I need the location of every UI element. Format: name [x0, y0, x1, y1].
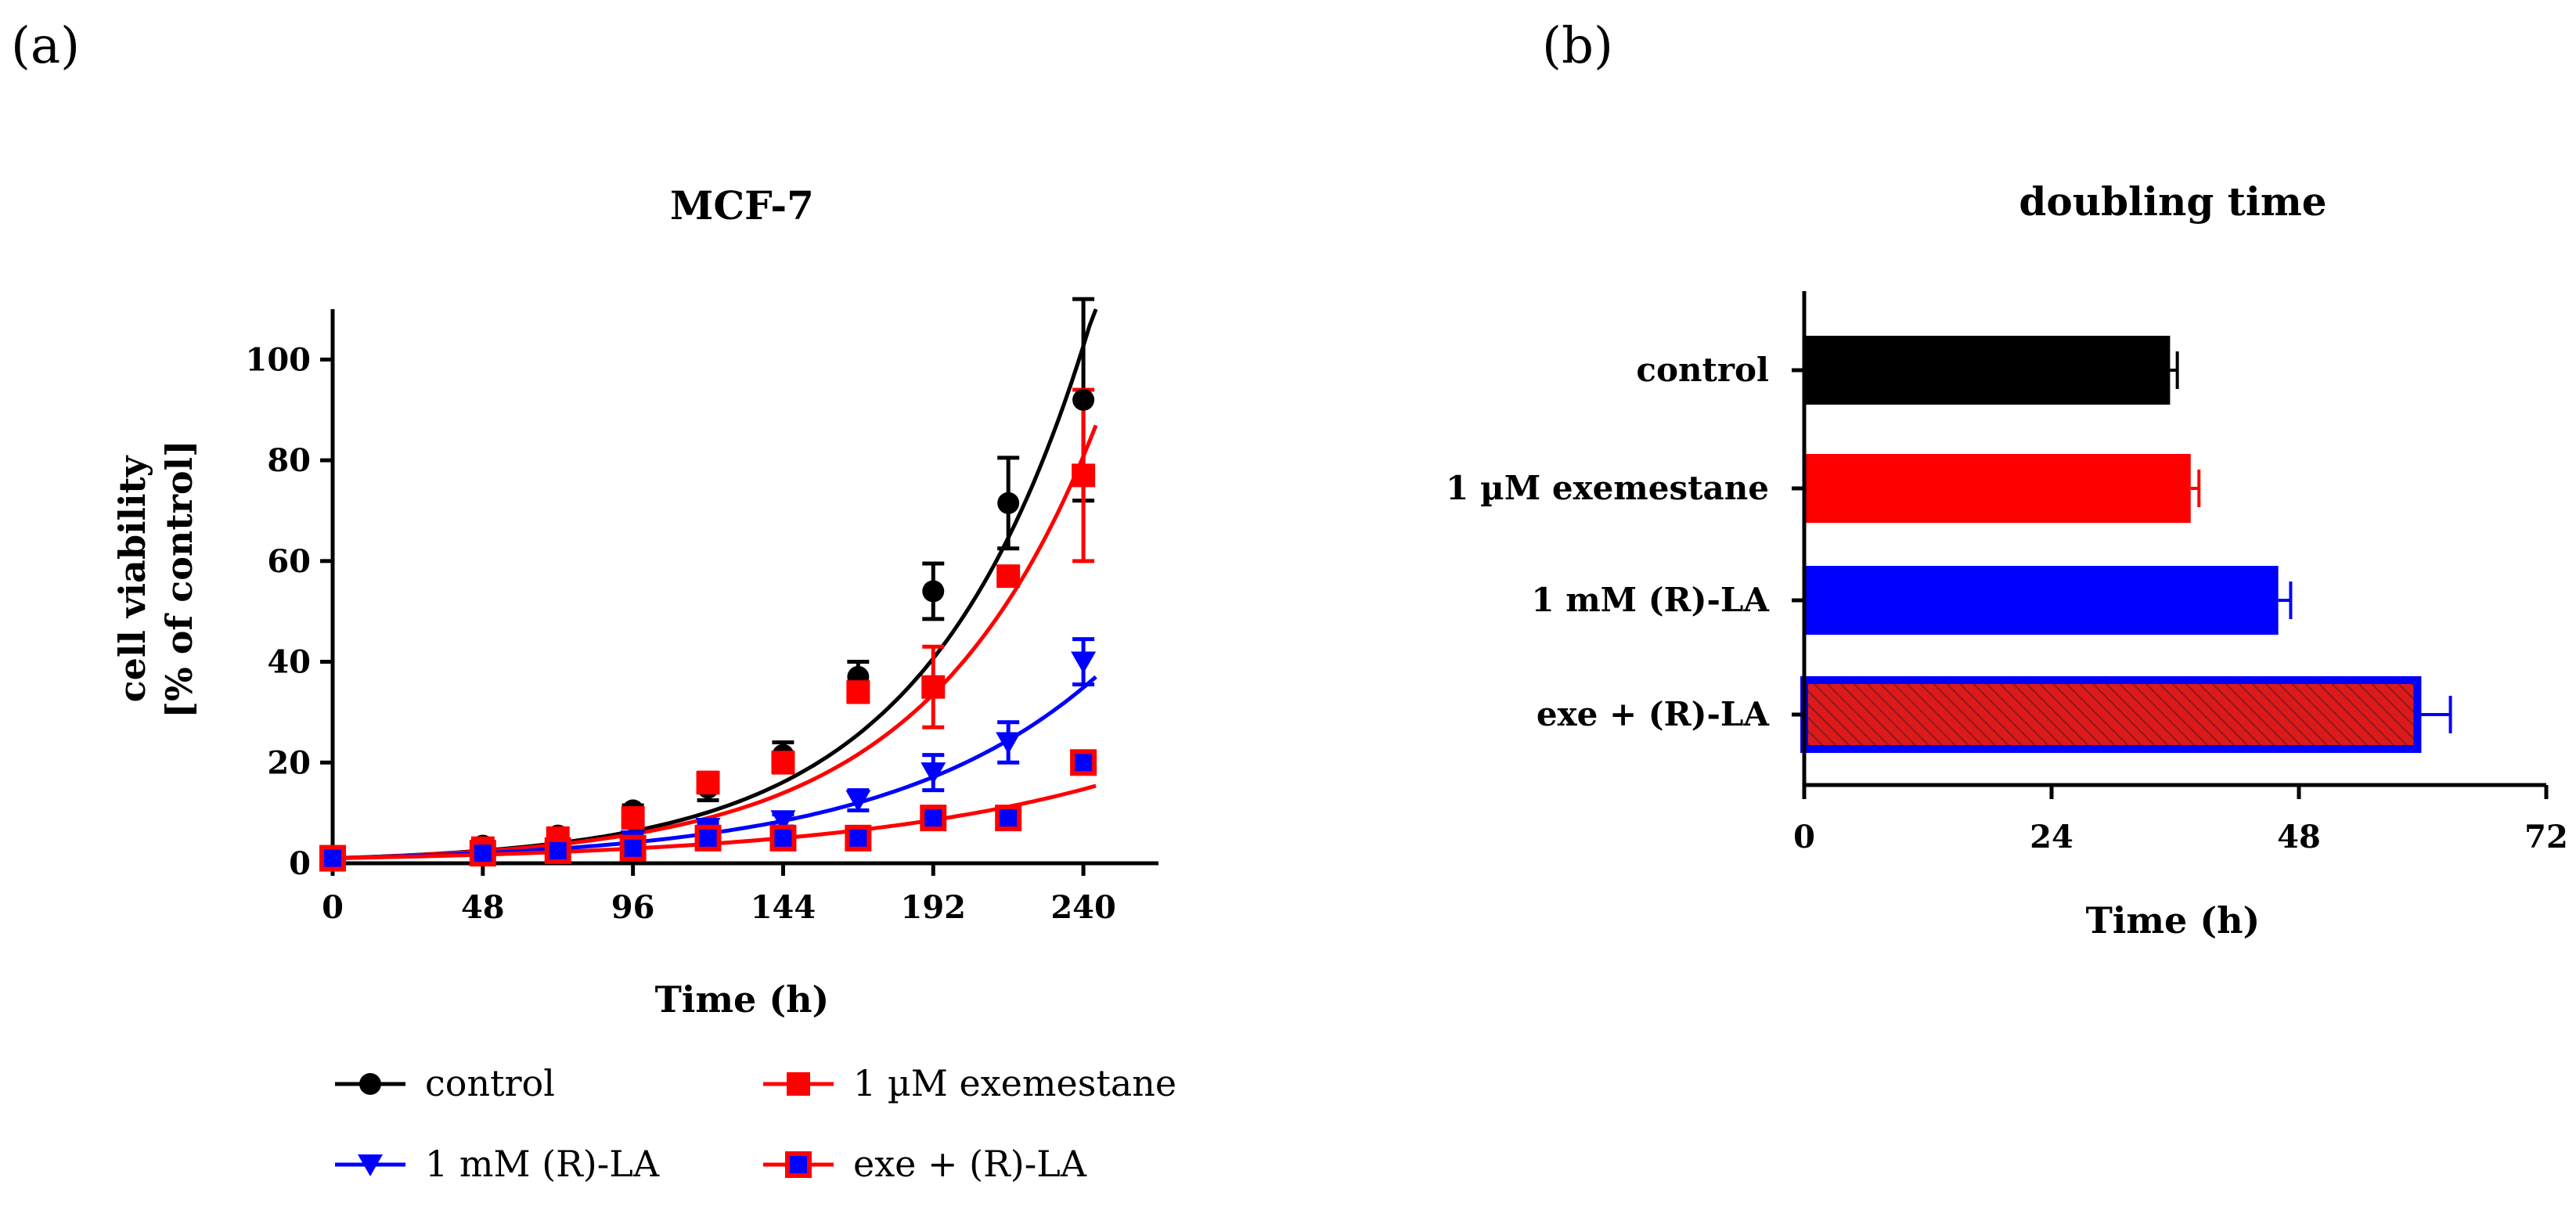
legend-label-exe-r-la: exe + (R)-LA — [853, 1143, 1087, 1185]
legend-label-1-mm-r-la: 1 mM (R)-LA — [425, 1143, 660, 1185]
chart-a-x-tick-label: 48 — [461, 889, 505, 926]
chart-a-ylabel-line2: [% of control] — [158, 440, 200, 718]
data-point-exe-r-la — [845, 824, 872, 852]
category-label-1-mm-r-la: 1 mM (R)-LA — [1531, 581, 1770, 619]
data-point-exe-r-la — [920, 805, 947, 832]
chart-b-x-tick-label: 48 — [2277, 819, 2321, 855]
chart-a-x-tick-label: 144 — [751, 889, 816, 926]
legend-marker-1-mm-r-la — [358, 1154, 383, 1176]
data-point-1-m-exemestane — [1072, 463, 1096, 488]
data-point-exe-r-la — [769, 824, 797, 852]
chart-a-data-points — [319, 297, 1097, 872]
chart-b-x-tick-label: 0 — [1793, 819, 1815, 855]
chart-b-xlabel: Time (h) — [2086, 899, 2261, 942]
data-point-exe-r-la — [619, 834, 647, 862]
panel-b-chart: doubling time control 1 µM exemestane 1 mM… — [1446, 178, 2568, 942]
panel-b-label: (b) — [1542, 17, 1613, 75]
chart-a-axes: 0 48 96 144 192 240 0 20 40 60 80 100 — [246, 309, 1158, 926]
chart-a-ylabel-line1: cell viability — [111, 455, 153, 702]
legend-marker-exe-r-la — [785, 1151, 812, 1178]
data-point-1-m-exemestane — [996, 564, 1021, 589]
chart-a-y-tick-label: 40 — [267, 644, 311, 681]
category-label-control: control — [1636, 351, 1769, 389]
data-point-1-m-exemestane — [771, 751, 795, 775]
chart-a-y-tick-label: 0 — [289, 845, 311, 882]
data-point-exe-r-la — [1070, 749, 1097, 776]
data-point-exe-r-la — [469, 840, 496, 867]
data-point-control — [997, 492, 1020, 514]
panel-a-label: (a) — [11, 17, 80, 75]
chart-a-y-tick-label: 100 — [246, 341, 312, 378]
chart-a-y-tick-label: 20 — [267, 744, 311, 781]
chart-a-title: MCF-7 — [670, 182, 814, 229]
data-point-exe-r-la — [694, 824, 722, 852]
panel-a-chart: MCF-7 0 48 96 144 192 240 0 20 40 60 80 100 Time (h… — [111, 182, 1176, 1185]
chart-a-y-tick-label: 60 — [267, 543, 311, 580]
legend-label-1-m-exemestane: 1 µM exemestane — [853, 1062, 1176, 1104]
category-label-exe-r-la: exe + (R)-LA — [1537, 695, 1771, 733]
chart-a-xlabel: Time (h) — [655, 978, 830, 1021]
legend-marker-control — [359, 1073, 381, 1095]
data-point-control — [1072, 388, 1095, 411]
chart-a-x-tick-label: 96 — [611, 889, 655, 926]
data-point-exe-r-la — [544, 837, 571, 864]
legend-marker-1-m-exemestane — [787, 1072, 810, 1096]
bar-1-m-exemestane — [1804, 454, 2191, 523]
data-point-1-m-exemestane — [696, 771, 720, 795]
chart-b-x-tick-label: 24 — [2030, 819, 2073, 855]
chart-a-x-tick-label: 192 — [901, 889, 967, 926]
chart-a-x-tick-label: 240 — [1050, 889, 1116, 926]
data-point-exe-r-la — [995, 805, 1022, 832]
legend-label-control: control — [425, 1062, 555, 1104]
data-point-1-m-exemestane — [846, 680, 870, 704]
data-point-1-m-exemestane — [621, 806, 645, 830]
data-point-control — [922, 580, 945, 603]
data-point-1-mm-r-la — [845, 790, 871, 812]
chart-a-x-tick-label: 0 — [322, 889, 344, 926]
chart-a-y-tick-label: 80 — [267, 442, 311, 479]
bar-exe-r-la — [1800, 676, 2422, 753]
category-label-1-m-exemestane: 1 µM exemestane — [1446, 469, 1769, 507]
data-point-1-m-exemestane — [921, 675, 946, 699]
data-point-1-mm-r-la — [921, 762, 946, 785]
data-point-exe-r-la — [319, 844, 346, 872]
chart-b-bars: control 1 µM exemestane 1 mM (R)-LA exe + (… — [1446, 336, 2452, 753]
chart-b-axes: 0 24 48 72 — [1792, 291, 2568, 855]
chart-b-x-tick-label: 72 — [2524, 819, 2568, 855]
chart-a-legend: control 1 µM exemestane 1 mM (R)-LA exe + (… — [335, 1062, 1176, 1185]
bar-1-mm-r-la — [1804, 566, 2279, 635]
data-point-1-mm-r-la — [770, 810, 796, 833]
data-point-1-mm-r-la — [1071, 651, 1097, 674]
bar-control — [1804, 336, 2171, 405]
chart-b-title: doubling time — [2019, 178, 2326, 225]
data-point-1-mm-r-la — [996, 732, 1021, 754]
